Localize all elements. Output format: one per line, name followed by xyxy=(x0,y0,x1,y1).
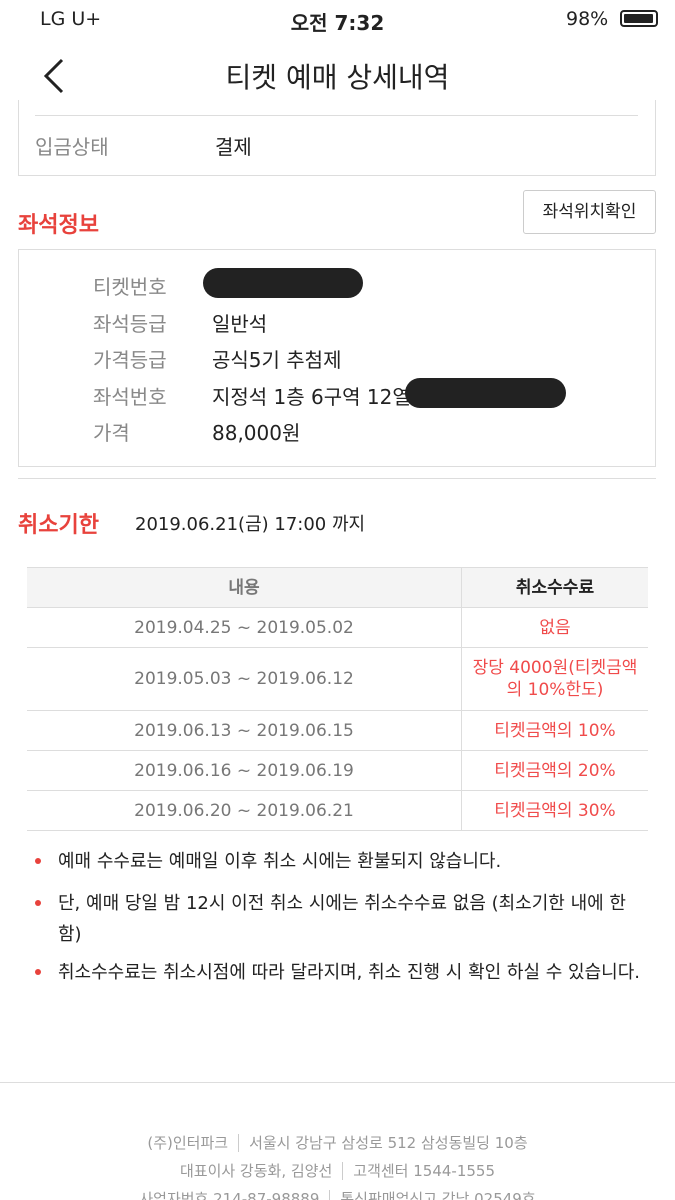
period: 2019.06.16 ~ 2019.06.19 xyxy=(27,750,462,791)
redaction xyxy=(203,268,363,298)
fee: 티켓금액의 10% xyxy=(461,710,648,751)
row-label: 좌석번호 xyxy=(93,385,167,409)
battery: 98% xyxy=(566,8,609,30)
row-label: 티켓번호 xyxy=(93,275,167,299)
payment-box xyxy=(18,100,656,176)
header-cell: 취소수수료 xyxy=(461,567,648,608)
seat-location-button[interactable]: 좌석위치확인 xyxy=(523,190,656,234)
footer-item: 사업자번호 214-87-98889 xyxy=(139,1190,320,1200)
fee-table: 내용 취소수수료 2019.04.25 ~ 2019.05.02 없음 2019.0… xyxy=(27,567,648,831)
divider xyxy=(0,1082,675,1083)
divider xyxy=(35,115,638,116)
period: 2019.04.25 ~ 2019.05.02 xyxy=(27,607,462,648)
footer-line: 대표이사 강동화, 김양선 고객센터 1544-1555 xyxy=(0,1160,675,1181)
page-title: 티켓 예매 상세내역 xyxy=(225,61,450,94)
section-title: 좌석정보 xyxy=(18,213,99,238)
footer-item: 대표이사 강동화, 김양선 xyxy=(179,1162,333,1180)
fee: 없음 xyxy=(461,607,648,648)
battery-icon xyxy=(620,10,658,27)
fee: 장당 4000원(티켓금액의 10%한도) xyxy=(461,647,648,711)
redaction xyxy=(405,378,566,408)
row-value: 일반석 xyxy=(212,312,268,336)
note: 취소수수료는 취소시점에 따라 달라지며, 취소 진행 시 확인 하실 수 있습… xyxy=(58,962,641,983)
footer-line: (주)인터파크 서울시 강남구 삼성로 512 삼성동빌딩 10층 xyxy=(0,1132,675,1153)
note: 예매 수수료는 예매일 이후 취소 시에는 환불되지 않습니다. xyxy=(58,851,502,872)
payment-label: 입금상태 xyxy=(35,135,109,159)
note: 단, 예매 당일 밤 12시 이전 취소 시에는 취소수수료 없음 (최소기한 … xyxy=(58,893,626,945)
bullet xyxy=(35,858,41,864)
footer-item: 고객센터 1544-1555 xyxy=(342,1162,496,1180)
bullet xyxy=(35,900,41,906)
deadline: 2019.06.21(금) 17:00 까지 xyxy=(135,514,366,535)
row-label: 가격등급 xyxy=(93,348,167,372)
row-value: 지정석 1층 6구역 12열 xyxy=(212,385,411,409)
fee: 티켓금액의 20% xyxy=(461,750,648,791)
seat-box xyxy=(18,249,656,467)
period: 2019.06.20 ~ 2019.06.21 xyxy=(27,790,462,831)
footer-item: 서울시 강남구 삼성로 512 삼성동빌딩 10층 xyxy=(238,1134,528,1152)
carrier: LG U+ xyxy=(40,8,102,30)
payment-value: 결제 xyxy=(215,135,252,159)
header-cell: 내용 xyxy=(27,567,462,608)
back-button[interactable] xyxy=(40,56,70,96)
row-label: 좌석등급 xyxy=(93,312,167,336)
period: 2019.06.13 ~ 2019.06.15 xyxy=(27,710,462,751)
footer-item: (주)인터파크 xyxy=(147,1134,229,1152)
footer-item: 통신판매업신고 강남 02549호 xyxy=(329,1190,536,1200)
bullet xyxy=(35,969,41,975)
row-value: 88,000원 xyxy=(212,421,301,445)
fee: 티켓금액의 30% xyxy=(461,790,648,831)
footer-line: 사업자번호 214-87-98889 통신판매업신고 강남 02549호 xyxy=(0,1188,675,1200)
time: 오전 7:32 xyxy=(290,11,385,35)
row-label: 가격 xyxy=(93,421,130,445)
period: 2019.05.03 ~ 2019.06.12 xyxy=(27,647,462,711)
divider xyxy=(18,478,656,479)
section-title: 취소기한 xyxy=(18,513,99,538)
row-value: 공식5기 추첨제 xyxy=(212,348,342,372)
